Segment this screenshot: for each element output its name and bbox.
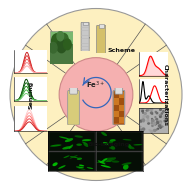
Text: Characterizations: Characterizations <box>162 64 167 125</box>
Text: Fe$^{3+}$: Fe$^{3+}$ <box>86 79 106 91</box>
Text: Sensing: Sensing <box>28 81 33 108</box>
Circle shape <box>10 9 182 180</box>
Text: Scheme: Scheme <box>108 48 136 53</box>
Circle shape <box>59 58 133 131</box>
Text: Bio-imaging: Bio-imaging <box>87 142 129 147</box>
